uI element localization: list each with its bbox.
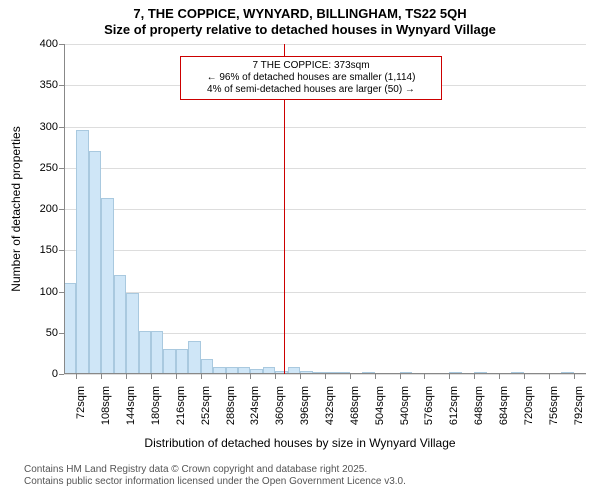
histogram-bar — [89, 151, 101, 374]
ytick-mark — [59, 374, 64, 375]
gridline — [64, 168, 586, 169]
xtick-mark — [275, 374, 276, 379]
gridline — [64, 209, 586, 210]
histogram-bar — [188, 341, 200, 374]
xtick-mark — [375, 374, 376, 379]
xtick-mark — [250, 374, 251, 379]
gridline — [64, 127, 586, 128]
callout-line: 4% of semi-detached houses are larger (5… — [187, 84, 435, 96]
ytick-label: 400 — [40, 38, 58, 50]
xtick-mark — [76, 374, 77, 379]
histogram-bar — [76, 130, 88, 374]
footer-line-1: Contains HM Land Registry data © Crown c… — [24, 464, 367, 476]
title-line-1: 7, THE COPPICE, WYNYARD, BILLINGHAM, TS2… — [0, 6, 600, 21]
xtick-label: 288sqm — [225, 386, 237, 425]
xtick-mark — [126, 374, 127, 379]
xtick-mark — [574, 374, 575, 379]
xtick-mark — [151, 374, 152, 379]
xtick-mark — [101, 374, 102, 379]
y-axis-label: Number of detached properties — [9, 126, 23, 291]
y-axis-line — [64, 44, 65, 374]
ytick-label: 250 — [40, 162, 58, 174]
xtick-label: 252sqm — [200, 386, 212, 425]
xtick-label: 180sqm — [150, 386, 162, 425]
histogram-bar — [201, 359, 213, 374]
plot-area: 05010015020025030035040072sqm108sqm144sq… — [64, 44, 586, 374]
xtick-mark — [226, 374, 227, 379]
xtick-mark — [549, 374, 550, 379]
ytick-label: 100 — [40, 286, 58, 298]
xtick-mark — [201, 374, 202, 379]
xtick-mark — [449, 374, 450, 379]
xtick-label: 216sqm — [175, 386, 187, 425]
histogram-bar — [101, 198, 113, 374]
xtick-label: 72sqm — [75, 386, 87, 419]
histogram-bar — [64, 283, 76, 374]
ytick-label: 300 — [40, 121, 58, 133]
xtick-label: 576sqm — [423, 386, 435, 425]
gridline — [64, 250, 586, 251]
xtick-label: 468sqm — [349, 386, 361, 425]
chart-container: 7, THE COPPICE, WYNYARD, BILLINGHAM, TS2… — [0, 0, 600, 500]
xtick-label: 360sqm — [274, 386, 286, 425]
xtick-label: 792sqm — [573, 386, 585, 425]
xtick-label: 684sqm — [498, 386, 510, 425]
xtick-label: 648sqm — [473, 386, 485, 425]
callout-line: 7 THE COPPICE: 373sqm — [187, 60, 435, 72]
gridline — [64, 44, 586, 45]
callout-line: ← 96% of detached houses are smaller (1,… — [187, 72, 435, 84]
xtick-label: 756sqm — [548, 386, 560, 425]
xtick-mark — [400, 374, 401, 379]
footer-line-2: Contains public sector information licen… — [24, 476, 406, 488]
xtick-mark — [300, 374, 301, 379]
ytick-label: 200 — [40, 203, 58, 215]
xtick-label: 504sqm — [374, 386, 386, 425]
histogram-bar — [176, 349, 188, 374]
xtick-mark — [176, 374, 177, 379]
ytick-label: 150 — [40, 244, 58, 256]
xtick-label: 324sqm — [249, 386, 261, 425]
ytick-label: 350 — [40, 79, 58, 91]
title-line-2: Size of property relative to detached ho… — [0, 22, 600, 37]
xtick-label: 540sqm — [399, 386, 411, 425]
ytick-label: 0 — [52, 368, 58, 380]
xtick-mark — [424, 374, 425, 379]
histogram-bar — [114, 275, 126, 374]
gridline — [64, 292, 586, 293]
xtick-label: 432sqm — [324, 386, 336, 425]
histogram-bar — [151, 331, 163, 374]
histogram-bar — [139, 331, 151, 374]
xtick-mark — [499, 374, 500, 379]
histogram-bar — [163, 349, 175, 374]
xtick-label: 144sqm — [125, 386, 137, 425]
ytick-label: 50 — [46, 327, 58, 339]
x-axis-label: Distribution of detached houses by size … — [0, 436, 600, 450]
xtick-mark — [325, 374, 326, 379]
xtick-mark — [524, 374, 525, 379]
histogram-bar — [126, 293, 138, 374]
xtick-mark — [350, 374, 351, 379]
xtick-label: 108sqm — [100, 386, 112, 425]
xtick-mark — [474, 374, 475, 379]
xtick-label: 720sqm — [523, 386, 535, 425]
callout-box: 7 THE COPPICE: 373sqm← 96% of detached h… — [180, 56, 442, 100]
xtick-label: 396sqm — [299, 386, 311, 425]
xtick-label: 612sqm — [448, 386, 460, 425]
